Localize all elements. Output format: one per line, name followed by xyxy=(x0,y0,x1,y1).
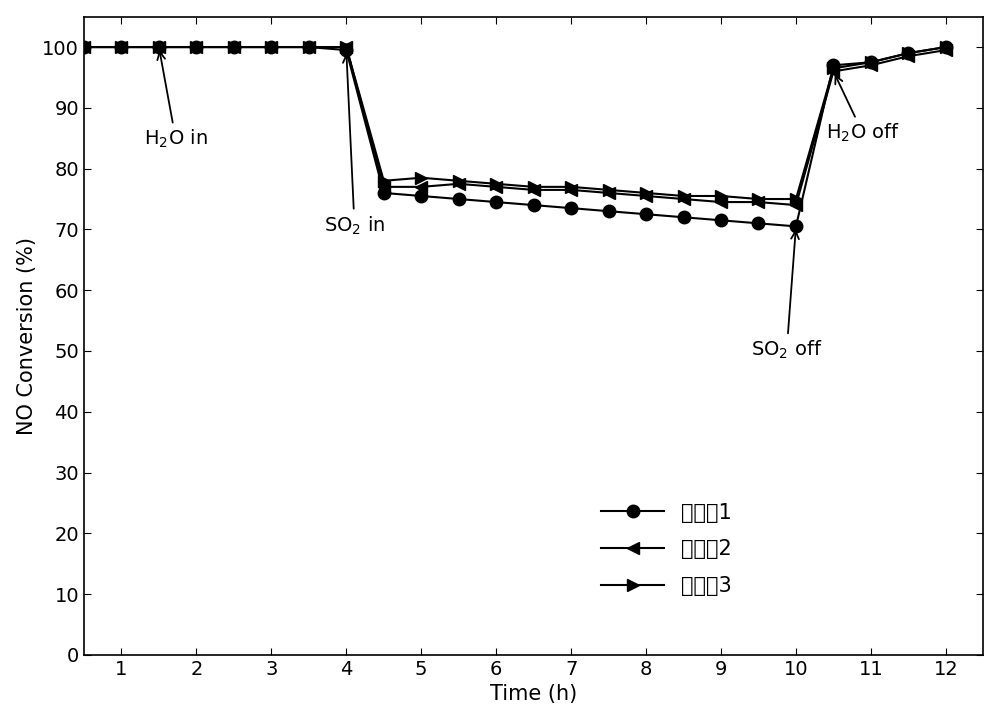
实施奡3 xyxy=(415,174,427,182)
实施奡2 xyxy=(865,61,877,70)
实施奡3 xyxy=(78,43,90,51)
实施奡3 xyxy=(340,43,352,51)
实施奡1 xyxy=(190,43,202,51)
实施奡1 xyxy=(752,219,764,228)
实施奡2 xyxy=(115,43,127,51)
实施奡1 xyxy=(790,222,802,231)
实施奡3 xyxy=(902,49,914,58)
实施奡2 xyxy=(640,192,652,200)
实施奡2 xyxy=(603,189,615,198)
实施奡1 xyxy=(902,49,914,58)
实施奡2 xyxy=(827,67,839,76)
实施奡2 xyxy=(902,52,914,61)
实施奡3 xyxy=(265,43,277,51)
实施奡3 xyxy=(115,43,127,51)
实施奡2 xyxy=(453,180,465,188)
实施奡3 xyxy=(303,43,315,51)
实施奡1 xyxy=(115,43,127,51)
实施奡2 xyxy=(678,195,690,203)
实施奡3 xyxy=(190,43,202,51)
实施奡2 xyxy=(715,198,727,206)
Text: SO$_2$ off: SO$_2$ off xyxy=(751,231,822,361)
实施奡3 xyxy=(715,192,727,200)
实施奡3 xyxy=(640,189,652,198)
实施奡1 xyxy=(78,43,90,51)
实施奡2 xyxy=(940,45,952,54)
实施奡3 xyxy=(378,177,390,185)
实施奡1 xyxy=(865,58,877,66)
实施奡3 xyxy=(827,64,839,73)
实施奡1 xyxy=(378,189,390,198)
Line: 实施奡3: 实施奡3 xyxy=(78,41,952,205)
实施奡2 xyxy=(340,43,352,51)
实施奡1 xyxy=(528,200,540,209)
实施奡2 xyxy=(78,43,90,51)
实施奡1 xyxy=(415,192,427,200)
Line: 实施奡1: 实施奡1 xyxy=(78,41,952,233)
实施奡3 xyxy=(490,180,502,188)
实施奡3 xyxy=(940,43,952,51)
实施奡2 xyxy=(153,43,165,51)
实施奡3 xyxy=(528,182,540,191)
X-axis label: Time (h): Time (h) xyxy=(490,684,577,704)
实施奡1 xyxy=(827,61,839,70)
Line: 实施奡2: 实施奡2 xyxy=(78,41,952,211)
实施奡2 xyxy=(565,185,577,194)
实施奡3 xyxy=(565,182,577,191)
实施奡2 xyxy=(490,182,502,191)
实施奡1 xyxy=(453,195,465,203)
实施奡1 xyxy=(265,43,277,51)
实施奡3 xyxy=(865,58,877,66)
实施奡1 xyxy=(940,43,952,51)
实施奡2 xyxy=(265,43,277,51)
实施奡3 xyxy=(603,185,615,194)
实施奡2 xyxy=(378,182,390,191)
实施奡3 xyxy=(453,177,465,185)
实施奡3 xyxy=(678,192,690,200)
实施奡2 xyxy=(528,185,540,194)
Legend: 实施奡1, 实施奡2, 实施奡3: 实施奡1, 实施奡2, 实施奡3 xyxy=(585,486,748,613)
实施奡1 xyxy=(490,198,502,206)
实施奡2 xyxy=(752,198,764,206)
实施奡1 xyxy=(303,43,315,51)
实施奡1 xyxy=(715,216,727,225)
实施奡1 xyxy=(678,213,690,221)
实施奡1 xyxy=(340,45,352,54)
实施奡2 xyxy=(790,200,802,209)
实施奡2 xyxy=(415,182,427,191)
Text: H$_2$O in: H$_2$O in xyxy=(144,52,208,151)
实施奡3 xyxy=(790,195,802,203)
实施奡2 xyxy=(190,43,202,51)
实施奡3 xyxy=(752,195,764,203)
Text: SO$_2$ in: SO$_2$ in xyxy=(324,55,385,236)
实施奡1 xyxy=(565,204,577,213)
实施奡1 xyxy=(640,210,652,218)
实施奡1 xyxy=(603,207,615,216)
实施奡2 xyxy=(228,43,240,51)
实施奡3 xyxy=(153,43,165,51)
Y-axis label: NO Conversion (%): NO Conversion (%) xyxy=(17,236,37,435)
实施奡1 xyxy=(153,43,165,51)
实施奡3 xyxy=(228,43,240,51)
实施奡2 xyxy=(303,43,315,51)
实施奡1 xyxy=(228,43,240,51)
Text: H$_2$O off: H$_2$O off xyxy=(826,76,900,144)
